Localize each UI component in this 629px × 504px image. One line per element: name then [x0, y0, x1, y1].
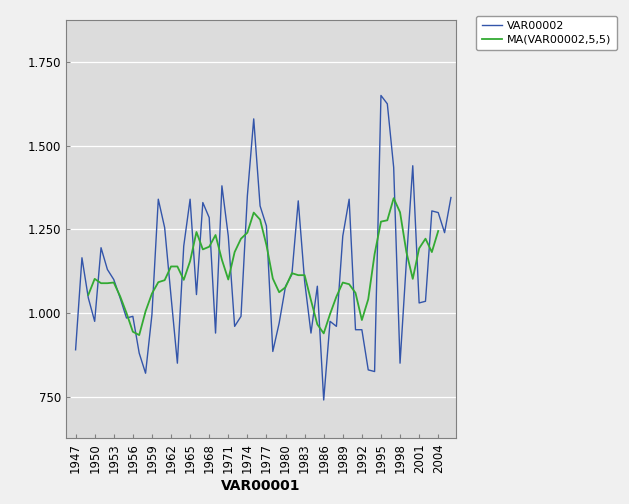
Line: VAR00002: VAR00002 [75, 95, 451, 400]
VAR00002 [320, 397, 328, 403]
VAR00002 [167, 293, 175, 299]
VAR00002 [192, 291, 200, 297]
MA(VAR00002,5,5) [199, 246, 206, 253]
X-axis label: VAR00001: VAR00001 [221, 479, 301, 493]
MA(VAR00002,5,5) [192, 229, 200, 235]
VAR00002 [199, 200, 206, 206]
Line: MA(VAR00002,5,5): MA(VAR00002,5,5) [88, 198, 438, 335]
MA(VAR00002,5,5) [180, 277, 187, 283]
VAR00002 [307, 330, 314, 336]
Legend: VAR00002, MA(VAR00002,5,5): VAR00002, MA(VAR00002,5,5) [476, 16, 617, 50]
MA(VAR00002,5,5) [307, 297, 314, 303]
VAR00002 [377, 92, 385, 98]
MA(VAR00002,5,5) [135, 332, 143, 338]
VAR00002 [447, 195, 455, 201]
MA(VAR00002,5,5) [167, 264, 175, 270]
VAR00002 [72, 347, 79, 353]
VAR00002 [180, 243, 187, 249]
VAR00002 [135, 350, 143, 356]
